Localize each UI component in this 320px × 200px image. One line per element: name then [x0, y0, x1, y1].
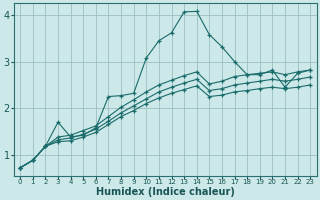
X-axis label: Humidex (Indice chaleur): Humidex (Indice chaleur) [96, 187, 235, 197]
